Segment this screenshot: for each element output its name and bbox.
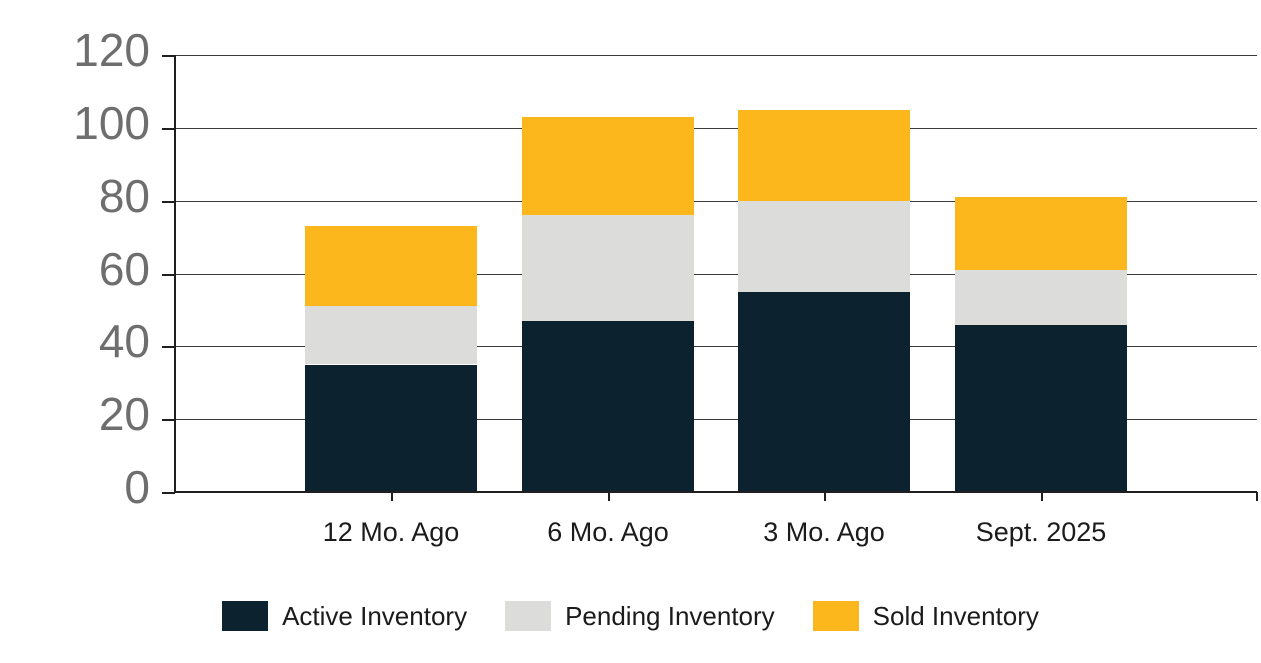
bar-segment-active-inventory bbox=[522, 321, 694, 492]
bar-segment-active-inventory bbox=[738, 292, 910, 492]
legend-item: Pending Inventory bbox=[505, 601, 775, 632]
y-tick-label: 100 bbox=[73, 97, 150, 149]
legend-swatch-active-inventory bbox=[222, 601, 269, 631]
x-axis-tick bbox=[824, 492, 826, 501]
y-axis-tick bbox=[162, 346, 175, 348]
y-tick-label: 80 bbox=[98, 170, 150, 222]
y-gridline bbox=[175, 128, 1257, 129]
y-axis-tick bbox=[162, 492, 175, 494]
y-gridline bbox=[175, 201, 1257, 202]
bar-segment-sold-inventory bbox=[738, 110, 910, 201]
x-axis-end-tick bbox=[1256, 492, 1258, 501]
y-axis-tick bbox=[162, 419, 175, 421]
legend-label: Active Inventory bbox=[282, 600, 468, 631]
y-tick-label: 120 bbox=[73, 24, 150, 76]
legend: Active Inventory Pending Inventory Sold In… bbox=[0, 597, 1261, 635]
legend-swatch-pending-inventory bbox=[505, 601, 552, 631]
y-gridline bbox=[175, 55, 1257, 56]
x-axis-tick bbox=[1041, 492, 1043, 501]
legend-label: Pending Inventory bbox=[565, 600, 775, 631]
y-tick-label: 40 bbox=[98, 315, 150, 367]
legend-item: Active Inventory bbox=[222, 601, 467, 632]
x-axis-label: 12 Mo. Ago bbox=[322, 517, 460, 547]
legend-swatch-sold-inventory bbox=[812, 601, 859, 631]
x-axis-tick bbox=[391, 492, 393, 501]
y-gridline bbox=[175, 419, 1257, 420]
bar-segment-active-inventory bbox=[955, 324, 1127, 492]
bar-segment-sold-inventory bbox=[955, 197, 1127, 270]
bar-segment-active-inventory bbox=[305, 365, 477, 492]
y-tick-label: 20 bbox=[98, 388, 150, 440]
legend-label: Sold Inventory bbox=[872, 600, 1039, 631]
y-gridline bbox=[175, 274, 1257, 275]
bar-segment-sold-inventory bbox=[305, 226, 477, 306]
y-axis-line bbox=[174, 55, 176, 493]
bar-segment-pending-inventory bbox=[305, 306, 477, 364]
y-axis-tick bbox=[162, 128, 175, 130]
bar-segment-pending-inventory bbox=[955, 270, 1127, 325]
y-gridline bbox=[175, 346, 1257, 347]
bar-segment-sold-inventory bbox=[522, 117, 694, 215]
legend-item: Sold Inventory bbox=[812, 600, 1039, 632]
bar-segment-pending-inventory bbox=[522, 215, 694, 321]
y-tick-label: 60 bbox=[98, 243, 150, 295]
x-axis-label: 3 Mo. Ago bbox=[763, 517, 885, 547]
x-axis-label: 6 Mo. Ago bbox=[547, 517, 669, 547]
bar-segment-pending-inventory bbox=[738, 201, 910, 292]
y-axis-tick bbox=[162, 201, 175, 203]
y-tick-label: 0 bbox=[124, 461, 150, 513]
x-axis-line bbox=[174, 491, 1257, 493]
x-axis-tick bbox=[608, 492, 610, 501]
y-axis-tick bbox=[162, 55, 175, 57]
x-axis-label: Sept. 2025 bbox=[975, 517, 1107, 547]
y-axis-tick bbox=[162, 274, 175, 276]
